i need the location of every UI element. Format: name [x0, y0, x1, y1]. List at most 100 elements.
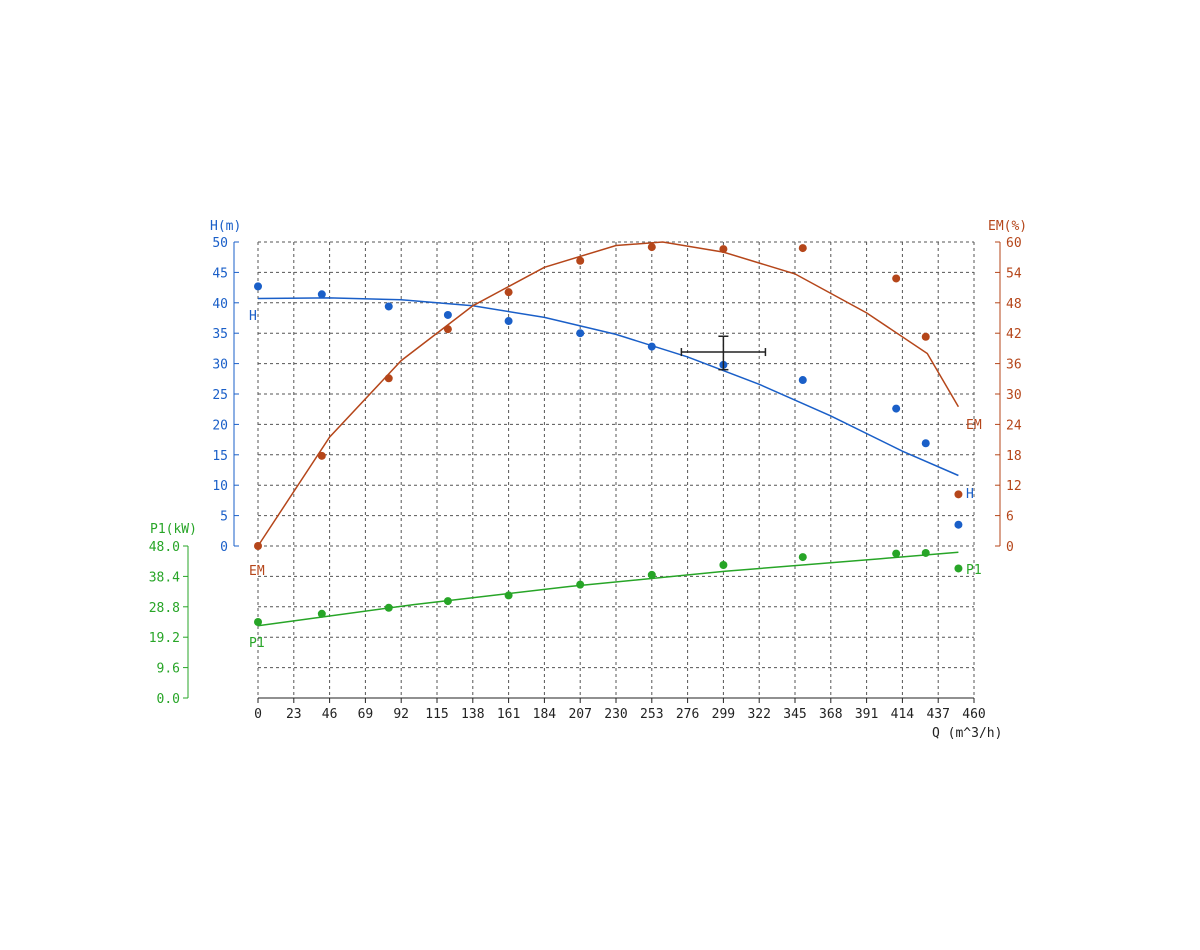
- h-tick-label: 25: [212, 388, 228, 403]
- em-point: [504, 288, 513, 297]
- h-tick-label: 10: [212, 479, 228, 494]
- h-point: [504, 317, 513, 326]
- p1-point: [719, 561, 728, 569]
- x-tick-label: 391: [855, 707, 878, 722]
- p1-tick-label: 48.0: [149, 540, 180, 555]
- h-curve: [257, 297, 959, 477]
- em-axis-title: EM(%): [988, 219, 1027, 234]
- p1-point: [954, 564, 963, 573]
- em-tick-label: 0: [1006, 540, 1014, 555]
- p1-point: [647, 570, 656, 579]
- em-tick-label: 54: [1006, 266, 1022, 281]
- em-point: [892, 274, 901, 283]
- x-tick-label: 207: [568, 707, 591, 722]
- x-tick-label: 253: [640, 707, 663, 722]
- p1-point: [384, 603, 393, 612]
- h-point: [576, 329, 585, 338]
- x-tick-label: 322: [747, 707, 770, 722]
- x-tick-label: 138: [461, 707, 484, 722]
- h-point: [892, 404, 901, 413]
- p1-point: [576, 580, 585, 589]
- h-tick-label: 35: [212, 327, 228, 342]
- em-point: [798, 244, 807, 253]
- h-tick-label: 5: [220, 510, 228, 525]
- em-curve: [257, 241, 960, 547]
- x-tick-label: 23: [286, 707, 302, 722]
- p1-point: [892, 549, 901, 558]
- em-tick-label: 24: [1006, 418, 1022, 433]
- x-tick-label: 460: [962, 707, 985, 722]
- h-tick-label: 45: [212, 266, 228, 281]
- axis-and-series-labels: H H EM EM P1 P1: [249, 309, 982, 651]
- p1-tick-label: 19.2: [149, 631, 180, 646]
- p1-point: [504, 591, 513, 600]
- em-point: [921, 332, 930, 341]
- x-tick-label: 368: [819, 707, 842, 722]
- em-point: [254, 542, 262, 550]
- h-start-label: H: [249, 309, 257, 324]
- p1-point: [443, 597, 452, 606]
- em-tick-label: 12: [1006, 479, 1022, 494]
- x-tick-label: 92: [393, 707, 409, 722]
- h-point: [798, 376, 807, 385]
- operating-point-marker: [680, 335, 767, 371]
- h-point: [317, 290, 326, 299]
- em-point: [954, 490, 963, 499]
- x-tick-label: 115: [425, 707, 448, 722]
- x-tick-label: 437: [926, 707, 949, 722]
- em-start-label: EM: [249, 564, 265, 579]
- p1-start-label: P1: [249, 636, 265, 651]
- x-tick-label: 276: [676, 707, 699, 722]
- em-point: [719, 245, 728, 254]
- em-point: [647, 243, 656, 252]
- x-tick-label: 345: [783, 707, 806, 722]
- x-tick-label: 230: [604, 707, 627, 722]
- p1-tick-label: 38.4: [149, 570, 180, 585]
- em-tick-label: 42: [1006, 327, 1022, 342]
- x-tick-label: 69: [358, 707, 374, 722]
- p1-point: [254, 618, 262, 626]
- h-tick-label: 50: [212, 236, 228, 251]
- h-point: [443, 310, 452, 319]
- em-tick-label: 60: [1006, 236, 1022, 251]
- x-axis-title: Q (m^3/h): [932, 726, 1002, 741]
- em-tick-label: 48: [1006, 297, 1022, 312]
- h-tick-label: 0: [220, 540, 228, 555]
- x-tick-label: 414: [891, 707, 915, 722]
- axes: 0 23 46 69 92 115 138 161 184 207 230 253 276 299 322 3…: [149, 219, 1027, 741]
- x-tick-label: 0: [254, 707, 262, 722]
- p1-tick-label: 28.8: [149, 601, 180, 616]
- p1-point: [317, 609, 326, 618]
- em-end-label: EM: [966, 418, 982, 433]
- x-tick-label: 184: [533, 707, 557, 722]
- x-tick-label: 46: [322, 707, 338, 722]
- h-tick-label: 15: [212, 449, 228, 464]
- em-tick-label: 36: [1006, 358, 1022, 373]
- em-tick-label: 18: [1006, 449, 1022, 464]
- h-axis-title: H(m): [210, 219, 241, 234]
- p1-point: [798, 553, 807, 562]
- p1-tick-label: 9.6: [157, 662, 180, 677]
- h-tick-label: 40: [212, 297, 228, 312]
- em-point: [317, 451, 326, 460]
- h-end-label: H: [966, 487, 974, 502]
- p1-axis-title: P1(kW): [150, 522, 197, 537]
- h-point: [954, 520, 963, 529]
- x-tick-label: 299: [712, 707, 735, 722]
- h-point: [647, 342, 656, 351]
- p1-point: [921, 548, 930, 557]
- p1-end-label: P1: [966, 563, 982, 578]
- x-tick-label: 161: [497, 707, 520, 722]
- p1-tick-label: 0.0: [157, 692, 180, 707]
- em-tick-label: 6: [1006, 510, 1014, 525]
- em-tick-label: 30: [1006, 388, 1022, 403]
- fitted-curves: [257, 241, 960, 627]
- p1-curve: [257, 551, 959, 627]
- em-point: [576, 256, 585, 265]
- data-points: [254, 243, 963, 626]
- em-point: [443, 325, 452, 334]
- h-point: [384, 302, 393, 311]
- h-tick-label: 30: [212, 358, 228, 373]
- em-point: [384, 374, 393, 383]
